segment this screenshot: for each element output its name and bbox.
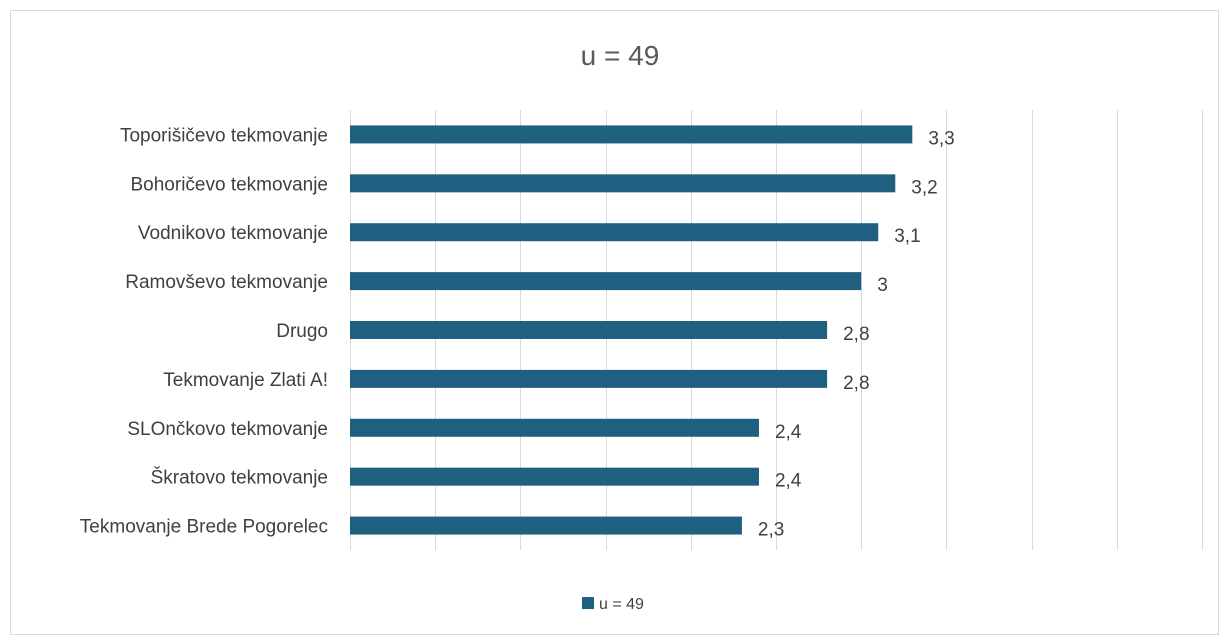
- bar: [350, 174, 896, 193]
- category-label: Ramovševo tekmovanje: [125, 272, 328, 293]
- data-label: 2,8: [843, 324, 869, 345]
- legend: u = 49: [582, 596, 644, 613]
- data-label: 2,4: [775, 471, 802, 492]
- bars: [350, 125, 913, 535]
- bar: [350, 223, 879, 242]
- category-label: SLOnčkovo tekmovanje: [127, 419, 328, 440]
- data-label: 3,3: [928, 128, 954, 149]
- chart-title: u = 49: [581, 40, 660, 71]
- data-label: 3,1: [894, 226, 920, 247]
- data-labels: 3,3 3,2 3,1 3 2,8 2,8 2,4 2,4 2,3: [758, 128, 955, 540]
- category-label: Škratovo tekmovanje: [151, 467, 328, 489]
- data-label: 2,8: [843, 373, 869, 394]
- data-label: 3,2: [911, 177, 937, 198]
- legend-swatch: [582, 597, 594, 609]
- data-label: 2,4: [775, 422, 802, 443]
- category-label: Tekmovanje Brede Pogorelec: [80, 517, 328, 538]
- bar: [350, 516, 742, 535]
- bar: [350, 467, 759, 486]
- bar: [350, 272, 862, 291]
- category-label: Bohoričevo tekmovanje: [131, 174, 329, 195]
- category-label: Tekmovanje Zlati A!: [163, 370, 328, 391]
- data-label: 3: [877, 275, 888, 296]
- category-label: Drugo: [276, 321, 328, 342]
- bar: [350, 321, 828, 339]
- bar: [350, 125, 913, 144]
- category-label: Toporišičevo tekmovanje: [120, 125, 328, 146]
- category-label: Vodnikovo tekmovanje: [138, 223, 328, 244]
- data-label: 2,3: [758, 520, 784, 541]
- legend-label: u = 49: [599, 596, 644, 613]
- bar: [350, 369, 828, 388]
- bar: [350, 418, 759, 437]
- category-labels: Toporišičevo tekmovanje Bohoričevo tekmov…: [80, 125, 328, 537]
